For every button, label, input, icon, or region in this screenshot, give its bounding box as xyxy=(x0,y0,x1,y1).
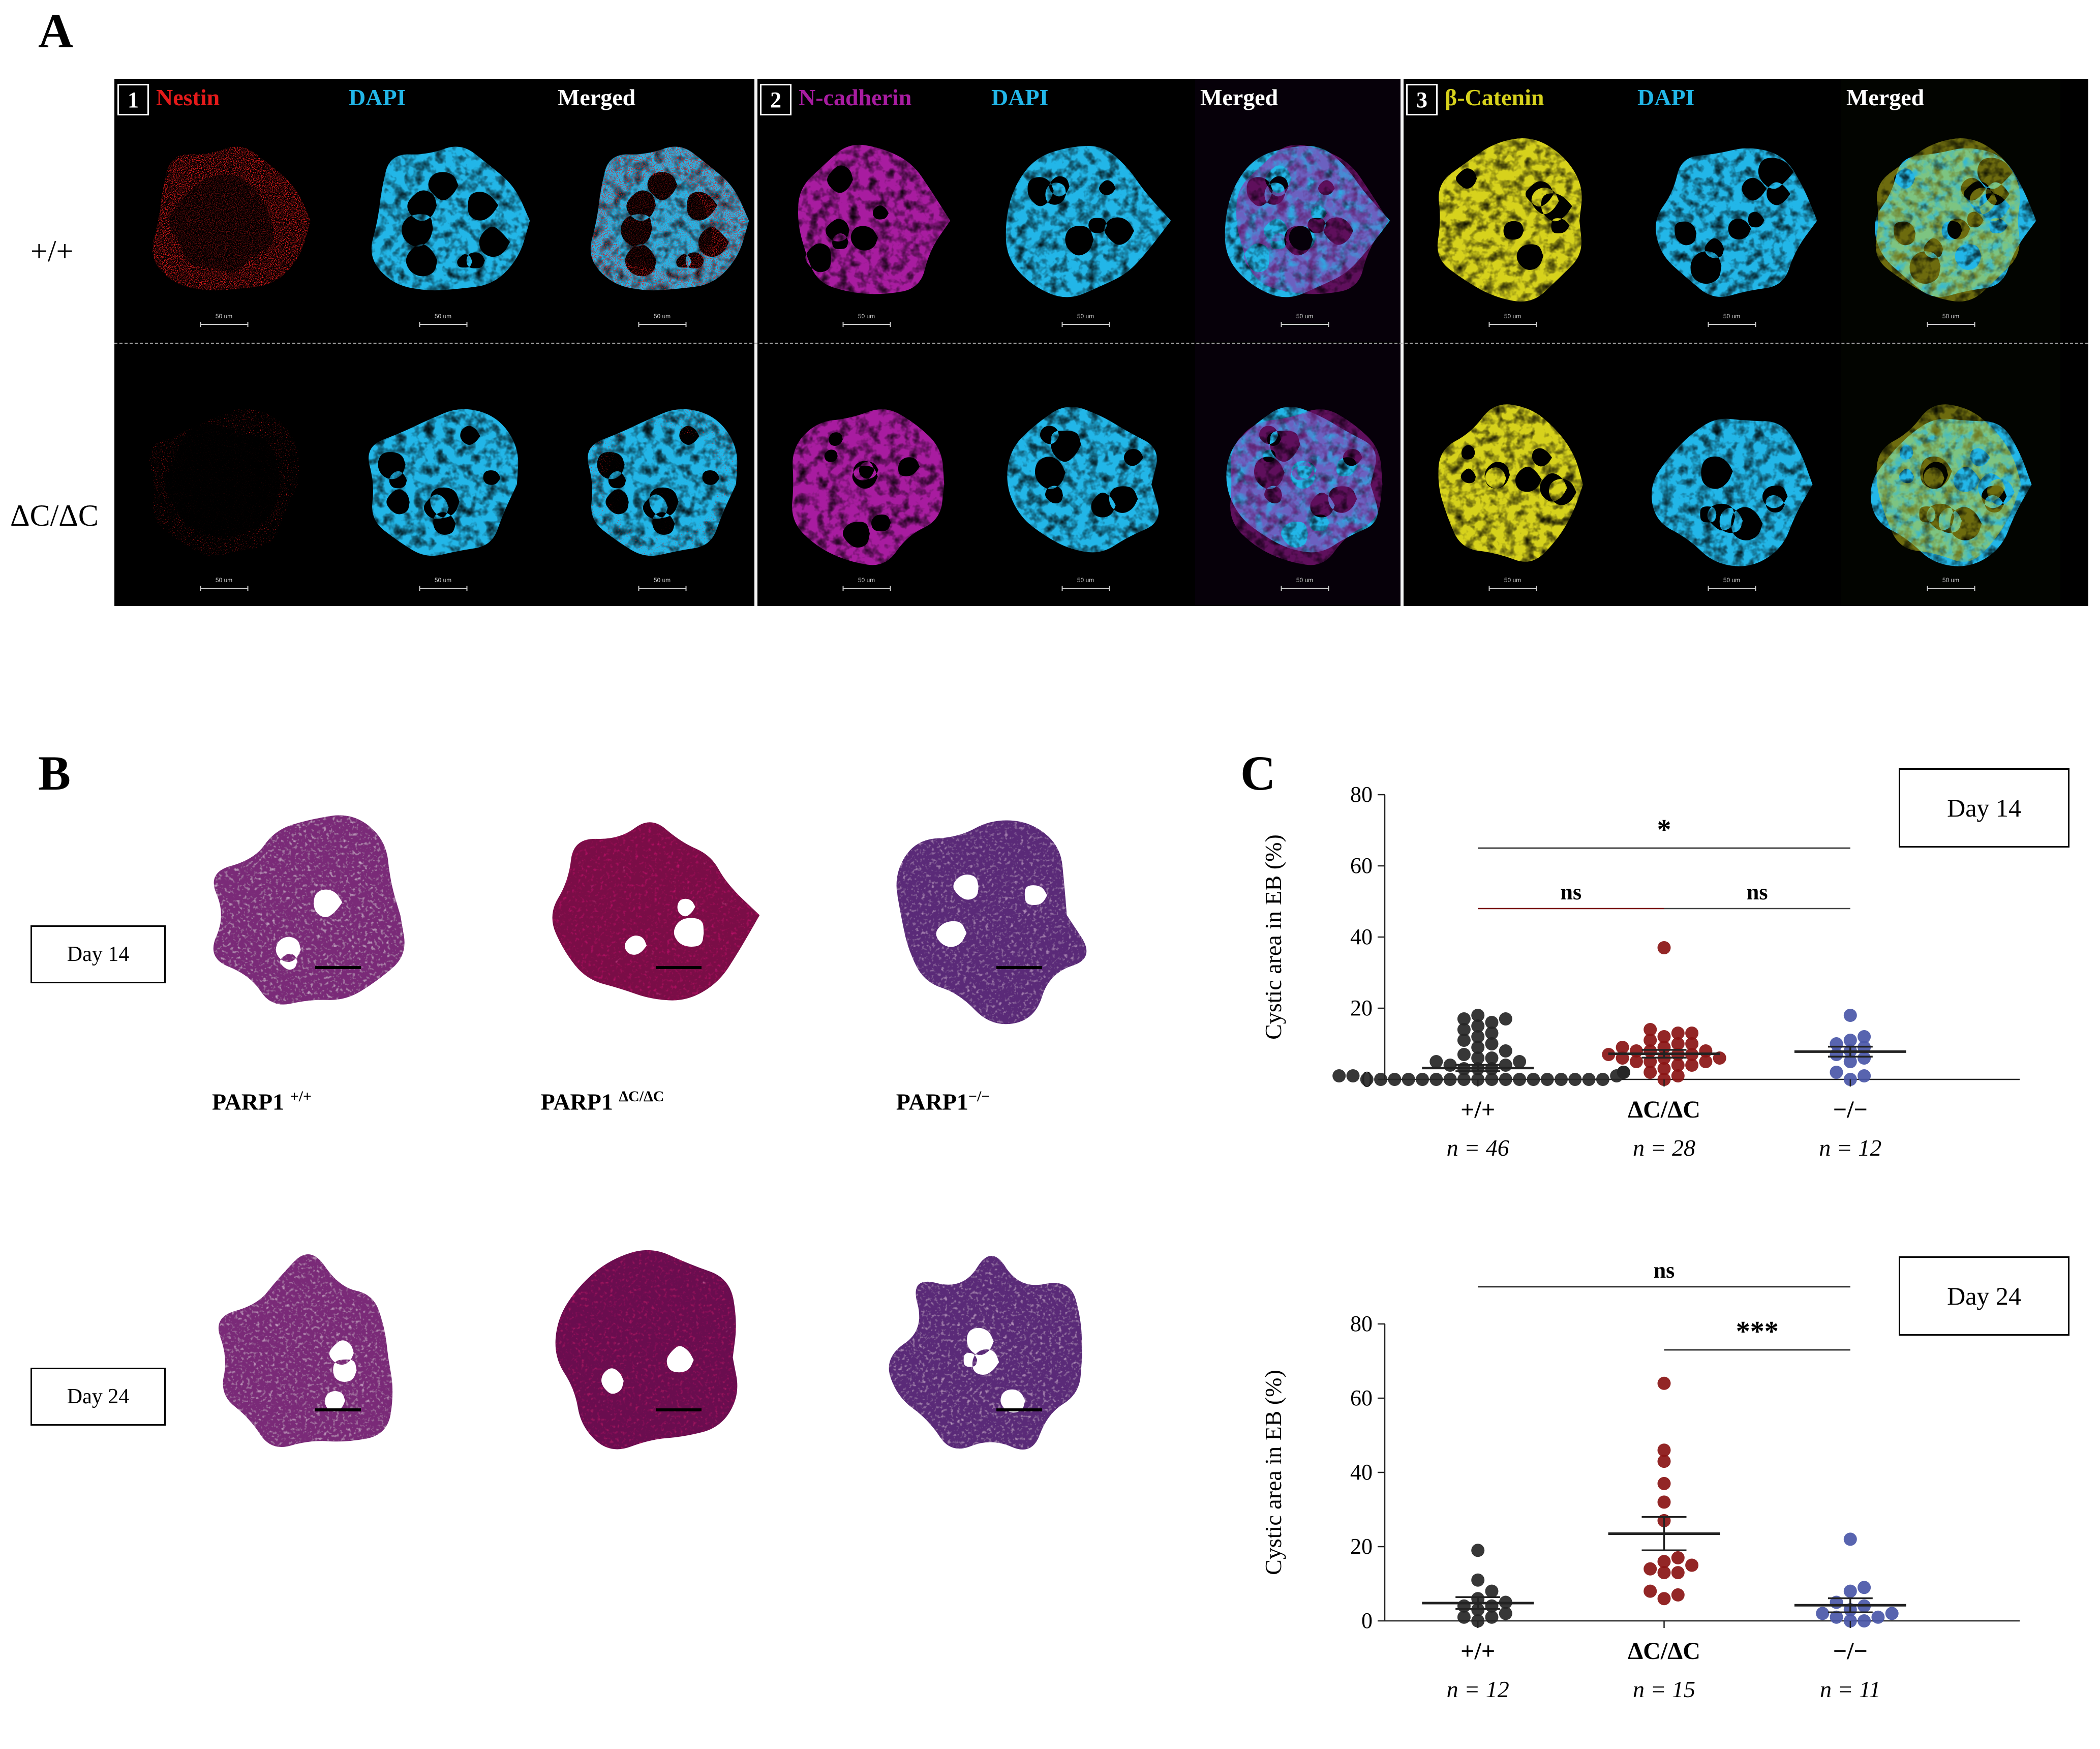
svg-text:n = 11: n = 11 xyxy=(1820,1676,1881,1702)
svg-text:ns: ns xyxy=(1654,1258,1675,1283)
svg-text:80: 80 xyxy=(1350,1311,1373,1336)
svg-text:ΔC/ΔC: ΔC/ΔC xyxy=(1628,1638,1700,1665)
svg-text:0: 0 xyxy=(1361,1608,1373,1633)
svg-text:+/+: +/+ xyxy=(1460,1638,1495,1665)
svg-text:20: 20 xyxy=(1350,1534,1373,1559)
svg-text:n = 15: n = 15 xyxy=(1633,1676,1695,1702)
svg-text:60: 60 xyxy=(1350,1385,1373,1410)
svg-text:−/−: −/− xyxy=(1833,1638,1868,1665)
svg-text:40: 40 xyxy=(1350,1460,1373,1485)
svg-text:n = 12: n = 12 xyxy=(1447,1676,1509,1702)
svg-text:Cystic area in EB (%): Cystic area in EB (%) xyxy=(1261,1370,1286,1575)
svg-text:***: *** xyxy=(1736,1316,1779,1347)
